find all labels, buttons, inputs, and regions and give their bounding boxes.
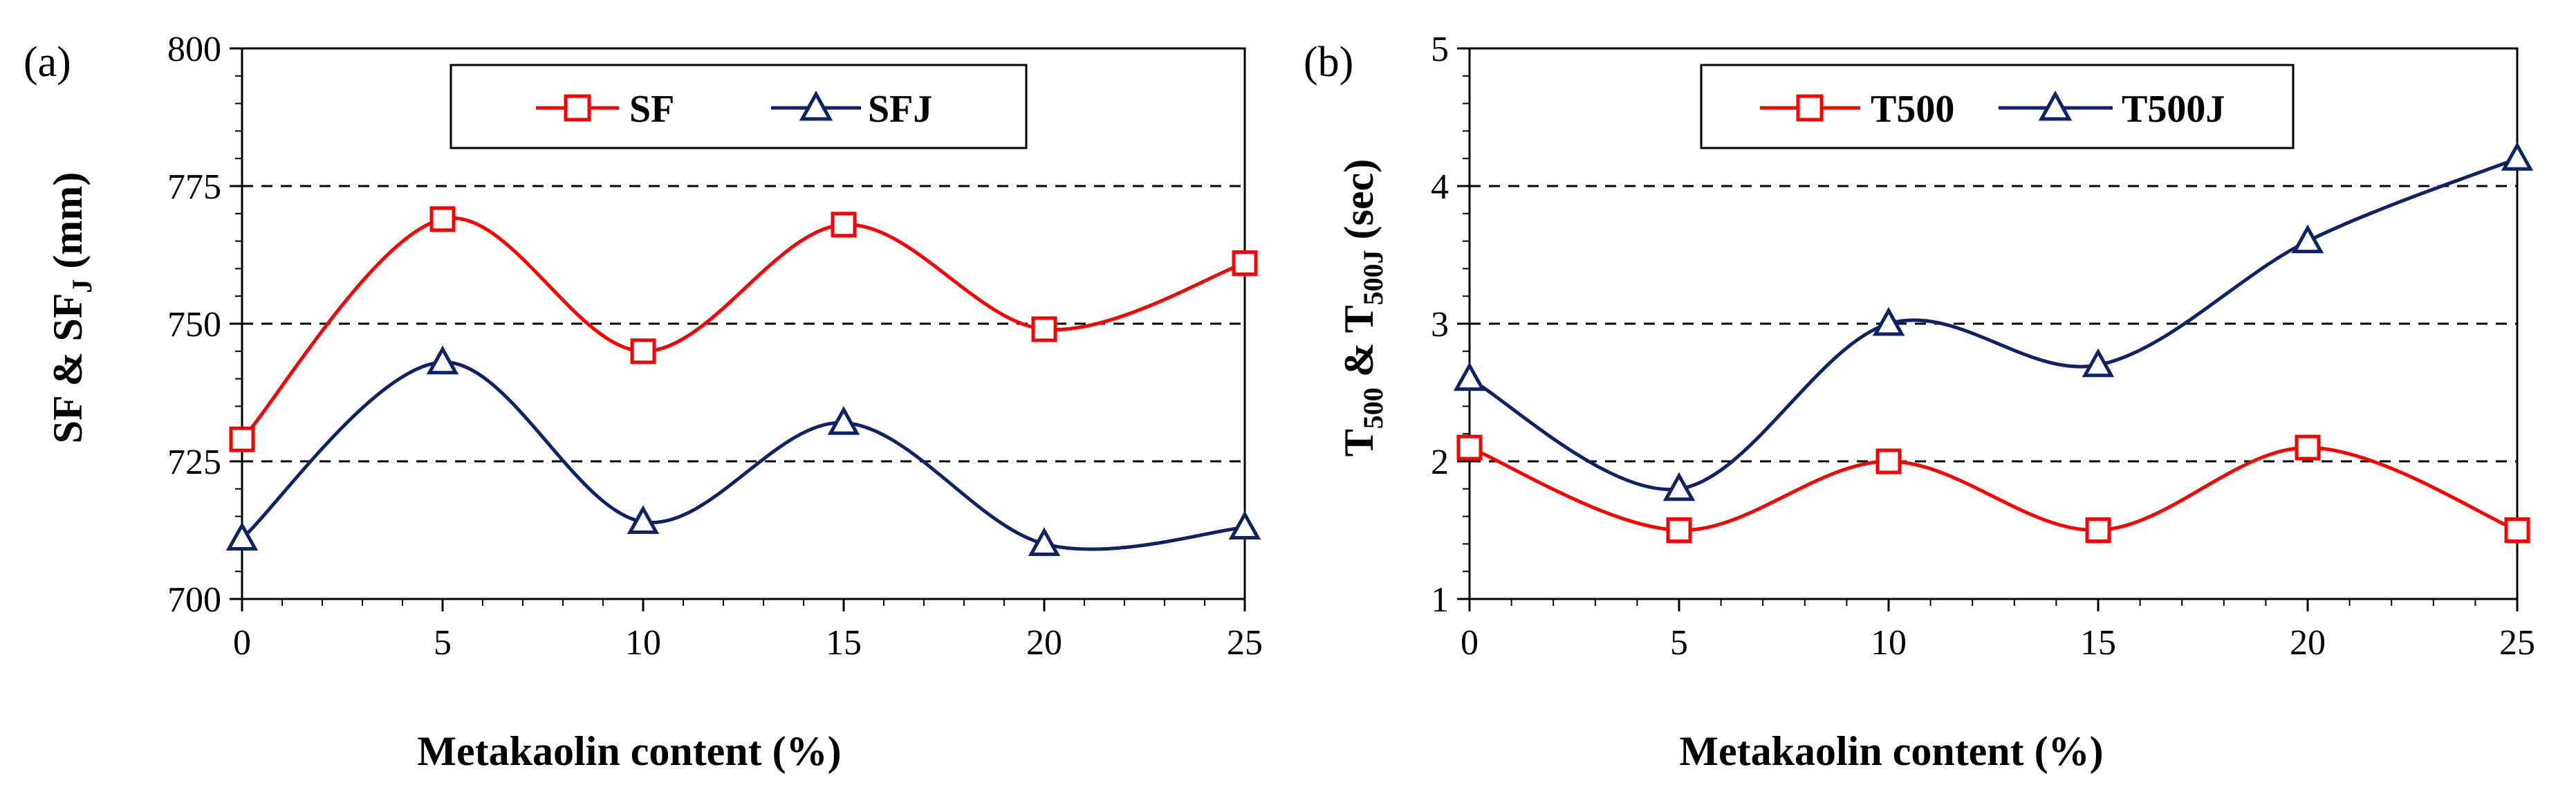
legend-b: T500 T500J (1700, 64, 2295, 149)
data-point-t500-1 (1666, 517, 1692, 543)
y-tick-label-a-4: 800 (167, 30, 221, 69)
series-line-t500j (1468, 156, 2518, 492)
gridlines-b (1470, 185, 2517, 463)
series-line-t500 (1469, 445, 2518, 533)
x-tick-label-b-5: 25 (2499, 623, 2535, 663)
x-tick-label-a-1: 5 (434, 623, 452, 663)
y-axis-title-a-subscript: J (66, 279, 98, 293)
data-point-sfj-0 (225, 522, 259, 551)
chart-panel-a: (a) 700 725 750 775 800 0 5 10 15 20 25 Metakaoli… (24, 30, 1263, 774)
data-point-t500-3 (2085, 517, 2111, 543)
y-tick-label-b-1: 2 (1431, 443, 1449, 482)
data-point-t500j-4 (2291, 224, 2324, 254)
data-point-sf-5 (1232, 250, 1258, 276)
data-point-sf-1 (429, 206, 456, 232)
series-group-b (1453, 142, 2534, 543)
x-axis-ticks-a: 0 5 10 15 20 25 (233, 599, 1263, 663)
x-tick-label-a-3: 15 (826, 623, 862, 663)
data-point-t500j-0 (1453, 362, 1486, 391)
y-tick-label-a-2: 750 (167, 305, 221, 344)
y-tick-label-b-3: 4 (1431, 167, 1449, 207)
chart-panel-b: (b) 1 2 3 4 5 0 5 10 15 20 25 Metakaolin content … (1304, 30, 2535, 774)
data-point-sfj-2 (627, 505, 660, 535)
y-axis-title-a-main: SF & SF (45, 293, 91, 444)
x-tick-label-b-3: 15 (2080, 623, 2116, 663)
y-axis-title-b-unit: (sec) (1336, 159, 1382, 250)
panel-label-a: (a) (24, 39, 71, 86)
x-tick-label-a-0: 0 (233, 623, 251, 663)
x-tick-label-b-0: 0 (1461, 623, 1479, 663)
data-point-t500j-5 (2501, 142, 2534, 171)
y-tick-label-a-3: 775 (167, 167, 221, 207)
data-point-sfj-1 (426, 345, 459, 375)
y-axis-title-a: SF & SFJ (mm) (45, 172, 98, 444)
data-point-sfj-5 (1228, 510, 1261, 540)
y-tick-label-a-0: 700 (167, 580, 221, 620)
y-tick-label-b-0: 1 (1431, 580, 1449, 620)
data-point-t500j-1 (1662, 472, 1696, 501)
legend-marker-sfj (799, 90, 833, 121)
y-axis-title-b-sub2: 500J (1358, 250, 1389, 305)
y-axis-title-b-sub1: 500 (1358, 387, 1389, 429)
legend-marker-sf (564, 94, 591, 122)
data-point-sf-4 (1031, 316, 1057, 342)
data-point-sf-3 (831, 212, 857, 238)
data-point-sf-0 (229, 426, 255, 452)
gridlines-a (242, 185, 1245, 463)
series-group-a (225, 206, 1261, 556)
x-axis-title-b: Metakaolin content (%) (1679, 728, 2103, 774)
data-point-sf-2 (630, 338, 656, 364)
data-point-t500-5 (2504, 517, 2530, 543)
x-tick-label-b-1: 5 (1670, 623, 1688, 663)
x-axis-ticks-b: 0 5 10 15 20 25 (1461, 599, 2535, 663)
x-tick-label-a-4: 20 (1026, 623, 1062, 663)
legend-a: SF SFJ (450, 64, 1028, 149)
legend-marker-t500j (2038, 90, 2073, 121)
y-tick-label-b-4: 5 (1431, 30, 1449, 69)
x-tick-label-a-5: 25 (1227, 623, 1263, 663)
y-axis-title-b-amp: & T (1336, 305, 1382, 387)
y-tick-label-b-2: 3 (1431, 305, 1449, 344)
x-tick-label-b-2: 10 (1871, 623, 1907, 663)
panel-label-b: (b) (1304, 39, 1353, 86)
y-axis-title-b: T500 & T500J (sec) (1336, 159, 1389, 457)
data-point-sfj-3 (827, 406, 860, 435)
legend-label-sf: SF (629, 88, 674, 131)
data-point-t500-0 (1456, 434, 1483, 461)
legend-label-t500j: T500J (2122, 88, 2225, 131)
y-axis-title-b-t1: T (1336, 429, 1382, 456)
data-point-t500j-2 (1872, 306, 1905, 336)
x-axis-title-a: Metakaolin content (%) (417, 728, 841, 774)
plot-frame-a (241, 47, 1246, 600)
legend-label-sfj: SFJ (868, 88, 932, 131)
x-tick-label-a-2: 10 (625, 623, 661, 663)
plot-area-b: 1 2 3 4 5 0 5 10 15 20 25 (1431, 30, 2535, 663)
plot-area-a: 700 725 750 775 800 0 5 10 15 20 25 (167, 30, 1263, 663)
data-point-sfj-4 (1028, 527, 1061, 556)
legend-label-t500: T500 (1871, 88, 1954, 131)
data-point-t500-4 (2295, 434, 2321, 461)
y-tick-label-a-1: 725 (167, 443, 221, 482)
plot-frame-b (1468, 47, 2519, 600)
legend-marker-t500 (1796, 94, 1824, 122)
data-point-t500-2 (1875, 448, 1902, 474)
y-axis-title-a-unit: (mm) (45, 172, 91, 279)
y-axis-ticks-a: 700 725 750 775 800 (167, 30, 242, 620)
data-point-t500j-3 (2082, 348, 2115, 378)
x-tick-label-b-4: 20 (2290, 623, 2326, 663)
